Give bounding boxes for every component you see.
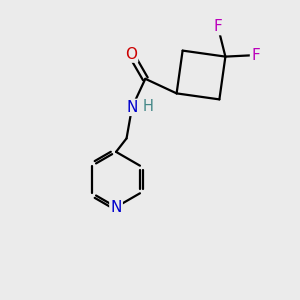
Text: H: H bbox=[143, 99, 154, 114]
Text: F: F bbox=[214, 19, 222, 34]
Text: N: N bbox=[110, 200, 122, 214]
Text: N: N bbox=[126, 100, 138, 115]
Text: O: O bbox=[125, 46, 137, 62]
Text: F: F bbox=[251, 48, 260, 63]
